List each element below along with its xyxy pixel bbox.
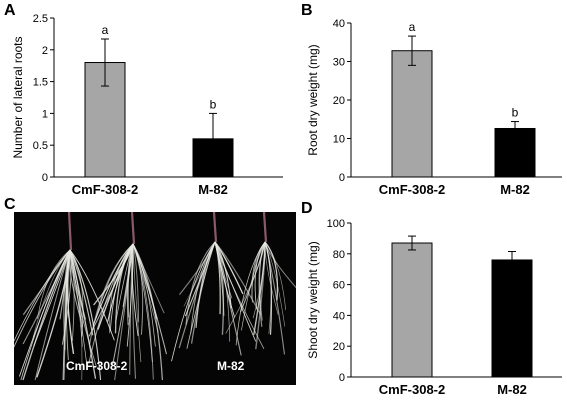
root-strand [69,249,84,328]
chart-shoot-dry-weight: 0 20 40 60 80 100 Shoot dry weight (mg) CmF-308… [306,218,562,397]
y-tick-label: 1 [42,108,48,120]
root-strand [214,241,225,335]
root-strand [240,241,266,313]
y-axis-label: Number of lateral roots [11,36,25,158]
bar [391,50,433,178]
root-strand [258,241,266,327]
y-axis-label: Root dry weight (mg) [306,44,320,155]
y-tick-label: 1.5 [33,77,48,89]
chart-root-dry-weight: 0 10 20 30 40 Root dry weight (mg) a CmF-308-2 b… [306,18,562,197]
photo-label-m82: M-82 [217,359,245,373]
category-label: M-82 [500,182,530,197]
category-label: CmF-308-2 [72,182,138,197]
category-label: M-82 [198,182,228,197]
root-strand [241,241,266,331]
y-tick-label: 20 [333,341,345,353]
significance-letter: a [409,20,416,34]
y-axis-label: Shoot dry weight (mg) [306,241,320,358]
y-tick-label: 10 [333,134,345,146]
root-strand [129,243,134,375]
root-strand [109,243,134,332]
y-tick-label: 2.5 [33,13,48,25]
root-stem [212,212,218,243]
root-strand [235,241,266,346]
root-strand [184,241,216,317]
y-tick-label: 0 [339,372,345,384]
root-strand [254,241,266,310]
root-strand [126,243,134,326]
significance-letter: a [102,23,109,37]
root-strand [69,249,97,379]
panel-letter-b: B [301,2,313,19]
y-tick-label: 60 [333,280,345,292]
root-strand [126,243,134,347]
category-label: CmF-308-2 [379,182,445,197]
y-tick-label: 0 [339,172,345,184]
bar [391,242,433,378]
category-label: CmF-308-2 [379,382,445,397]
root-stem [130,212,136,245]
chart-lateral-roots: 0 0.5 1 1.5 2 2.5 Number of lateral roots a CmF-… [11,13,283,197]
root-strand [22,249,71,345]
significance-letter: b [210,97,217,111]
root-strand [109,243,134,334]
y-tick-label: 2 [42,45,48,57]
root-strand [264,241,272,334]
bar [84,62,126,178]
root-strand [132,243,140,323]
root-strand [114,243,134,381]
y-tick-label: 40 [333,310,345,322]
root-photo: CmF-308-2 M-82 [14,212,296,385]
y-tick-label: 30 [333,57,345,69]
y-tick-label: 80 [333,249,345,261]
root-systems-image [14,212,296,381]
root-strand [32,249,71,338]
category-label: M-82 [497,382,527,397]
root-strand [252,241,266,319]
bar [491,259,533,378]
photo-label-cmf: CmF-308-2 [66,359,128,373]
root-strand [14,249,71,348]
significance-letter: b [512,106,519,120]
root-strand [132,243,156,347]
root-strand [264,241,279,301]
root-strand [89,243,134,345]
panel-letter-c: C [4,196,16,213]
root-strand [185,241,216,325]
root-strand [37,249,71,319]
root-stem [262,212,268,243]
y-tick-label: 40 [333,18,345,30]
root-strand [69,249,102,381]
panel-letter-d: D [301,200,313,217]
root-strand [132,243,144,335]
y-tick-label: 100 [327,218,345,230]
root-strand [97,243,134,330]
y-tick-label: 0 [42,172,48,184]
root-strand [190,241,216,333]
root-stem [67,212,73,251]
panel-letter-a: A [4,2,16,19]
root-strand [59,249,71,320]
y-tick-label: 0.5 [33,140,48,152]
y-tick-label: 20 [333,95,345,107]
